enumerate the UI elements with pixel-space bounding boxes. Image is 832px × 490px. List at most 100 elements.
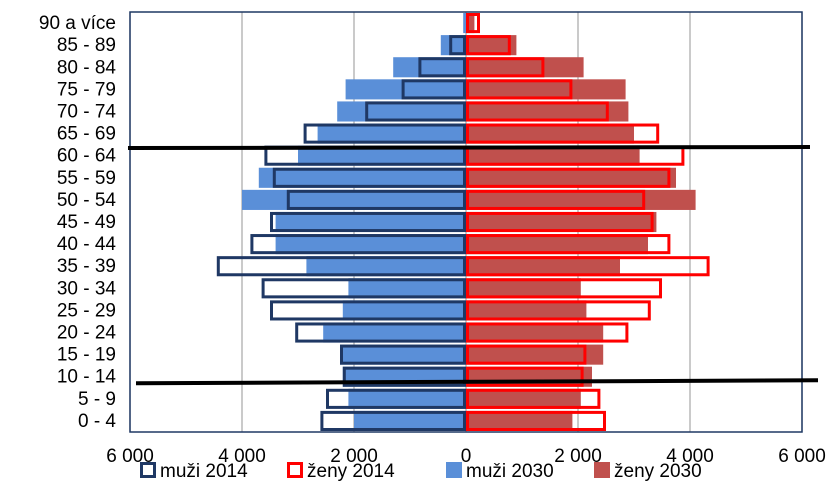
category-label-11: 55 - 59 — [57, 168, 116, 189]
value-tick-label-3: 0 — [461, 446, 472, 467]
category-label-16: 80 - 84 — [57, 57, 117, 78]
ženy-2030-bar-16 — [466, 57, 584, 78]
category-label-2: 10 - 14 — [57, 367, 117, 388]
muži-2014-bar-13 — [303, 123, 466, 144]
ženy-2014-bar-15 — [466, 79, 573, 100]
muži-2030-bar-18 — [463, 13, 466, 34]
muži-2014-bar-14 — [365, 101, 467, 122]
ženy-2030-bar-8 — [466, 234, 648, 255]
category-label-13: 65 - 69 — [57, 124, 116, 145]
value-tick-label-2: 2 000 — [330, 446, 378, 467]
ženy-2030-bar-17 — [466, 35, 517, 56]
muži-2030-bar-3 — [340, 344, 466, 365]
legend-label-1: ženy 2014 — [307, 461, 395, 482]
muži-2014-bar-8 — [250, 234, 466, 255]
muži-2014-bar-0 — [320, 410, 466, 432]
muži-2014-bar-16 — [418, 57, 466, 78]
ženy-2030-bar-2 — [466, 366, 592, 387]
highlight-line-1 — [135, 378, 819, 386]
muži-2030-bar-6 — [348, 278, 466, 299]
muži-2030-bar-17 — [440, 35, 466, 56]
legend: muži 2014 ženy 2014 muži 2030 ženy 2030 — [140, 461, 702, 482]
muži-2030-bar-12 — [298, 145, 466, 166]
value-axis-labels: 6 000 4 000 2 000 0 2 000 4 000 6 000 — [106, 446, 826, 467]
muži-2014-bar-6 — [261, 278, 466, 299]
muži-2030-bar-9 — [275, 211, 466, 233]
ženy-2030-bar-12 — [466, 145, 640, 166]
filled-bars — [242, 13, 696, 431]
ženy-2030-bar-5 — [466, 300, 587, 321]
category-label-12: 60 - 64 — [57, 146, 117, 167]
muži-2030-bar-1 — [348, 388, 466, 409]
ženy-2030-bar-0 — [466, 410, 573, 431]
muži-2030-bar-5 — [342, 300, 466, 321]
muži-2014-bar-4 — [295, 322, 467, 343]
muži-2014-bar-1 — [326, 388, 466, 409]
ženy-2030-bar-10 — [466, 189, 696, 210]
value-tick-label-4: 2 000 — [554, 446, 602, 467]
ženy-2014-bar-1 — [466, 388, 601, 409]
category-label-8: 40 - 44 — [57, 234, 117, 255]
ženy-2030-bar-4 — [466, 322, 604, 343]
value-tick-label-1: 4 000 — [218, 446, 266, 467]
ženy-2014-bar-10 — [466, 189, 646, 210]
ženy-2014-bar-6 — [466, 278, 662, 299]
muži-2014-bar-7 — [216, 256, 466, 277]
category-label-9: 45 - 49 — [57, 212, 116, 233]
category-label-3: 15 - 19 — [57, 345, 116, 366]
highlight-lines — [127, 145, 819, 386]
ženy-2030-bar-6 — [466, 278, 581, 299]
category-label-5: 25 - 29 — [57, 300, 116, 321]
muži-2014-bar-11 — [272, 167, 466, 188]
ženy-2014-bar-3 — [466, 344, 587, 365]
ženy-2014-bar-0 — [466, 410, 606, 432]
category-label-17: 85 - 89 — [57, 35, 116, 56]
category-label-10: 50 - 54 — [57, 190, 117, 211]
legend-label-3: ženy 2030 — [614, 461, 702, 482]
legend-label-0: muži 2014 — [160, 461, 248, 482]
muži-2030-bar-16 — [393, 57, 466, 78]
ženy-2030-bar-3 — [466, 344, 604, 365]
ženy-2014-bar-7 — [466, 256, 710, 277]
legend-label-2: muži 2030 — [466, 461, 554, 482]
category-label-4: 20 - 24 — [57, 323, 117, 344]
outline-bars — [216, 13, 710, 432]
muži-2030-bar-10 — [242, 189, 466, 210]
category-label-0: 0 - 4 — [78, 411, 116, 432]
muži-2014-bar-3 — [340, 344, 466, 365]
muži-2030-bar-15 — [345, 79, 466, 100]
muži-2030-bar-13 — [317, 123, 466, 144]
ženy-2030-bar-14 — [466, 101, 629, 122]
ženy-2014-bar-13 — [466, 123, 660, 144]
ženy-2014-bar-2 — [466, 366, 584, 387]
muži-2014-bar-15 — [401, 79, 467, 100]
muži-2030-bar-14 — [337, 101, 466, 122]
legend-swatch-2 — [446, 462, 462, 478]
value-tick-label-0: 6 000 — [106, 446, 154, 467]
ženy-2014-bar-17 — [466, 35, 511, 56]
legend-swatch-0 — [140, 462, 156, 478]
category-label-14: 70 - 74 — [57, 101, 117, 122]
ženy-2030-bar-13 — [466, 123, 634, 144]
muži-2014-bar-9 — [270, 211, 466, 233]
muži-2014-bar-5 — [270, 300, 466, 321]
highlight-line-0 — [127, 145, 811, 151]
ženy-2014-bar-8 — [466, 234, 671, 255]
muži-2014-bar-17 — [449, 35, 467, 56]
value-tick-label-6: 6 000 — [778, 446, 826, 467]
muži-2030-bar-0 — [354, 410, 466, 431]
ženy-2014-bar-11 — [466, 167, 671, 188]
ženy-2014-bar-5 — [466, 300, 651, 321]
muži-2030-bar-7 — [306, 256, 466, 277]
legend-swatch-1 — [287, 462, 303, 478]
ženy-2014-bar-16 — [466, 57, 545, 78]
ženy-2030-bar-1 — [466, 388, 581, 409]
ženy-2014-bar-4 — [466, 322, 629, 343]
ženy-2014-bar-14 — [466, 101, 609, 122]
muži-2030-bar-8 — [275, 234, 466, 255]
muži-2030-bar-11 — [258, 167, 466, 188]
muži-2030-bar-4 — [323, 322, 466, 343]
category-label-18: 90 a více — [39, 13, 116, 34]
